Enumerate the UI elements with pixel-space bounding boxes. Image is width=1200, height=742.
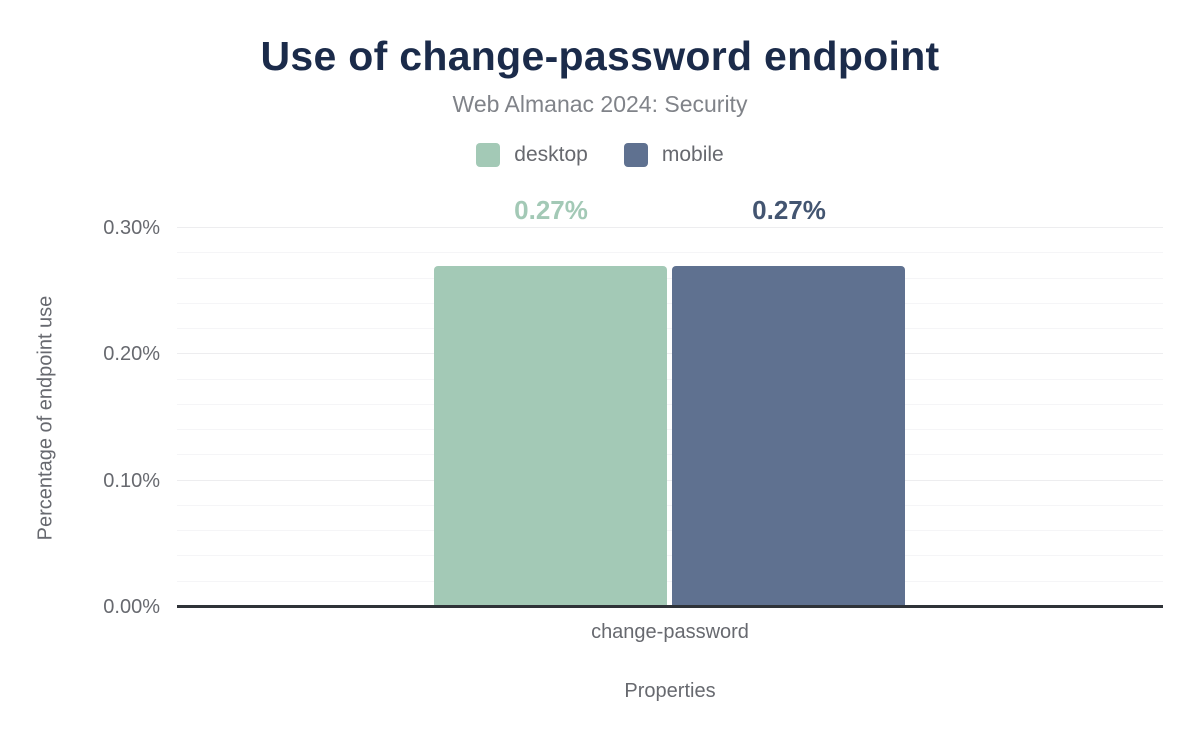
gridline <box>177 580 1163 582</box>
gridline <box>177 277 1163 279</box>
bar-desktop[interactable] <box>434 265 667 607</box>
desktop-value-label: 0.27% <box>514 195 588 225</box>
gridline <box>177 403 1163 405</box>
desktop-legend-label: desktop <box>514 143 588 166</box>
gridline <box>177 227 1163 228</box>
bar-mobile[interactable] <box>672 265 905 607</box>
gridline <box>177 479 1163 481</box>
gridline <box>177 378 1163 380</box>
x-axis-title: Properties <box>624 680 716 702</box>
plot-area <box>177 227 1163 608</box>
y-axis-tick-label: 0.30% <box>103 217 160 239</box>
y-axis-ticks: 0.00% 0.10% 0.20% 0.30% <box>0 218 160 617</box>
mobile-value-label: 0.27% <box>752 195 826 225</box>
x-axis-tick-label: change-password <box>591 621 749 643</box>
y-axis-tick-label: 0.10% <box>103 469 160 492</box>
legend: desktop mobile <box>0 143 1200 167</box>
gridline <box>177 302 1163 304</box>
gridline <box>177 429 1163 431</box>
y-axis-title: Percentage of endpoint use <box>34 295 57 541</box>
y-axis-tick-label: 0.20% <box>103 343 160 366</box>
gridline <box>177 252 1163 254</box>
gridline <box>177 530 1163 532</box>
chart-title: Use of change-password endpoint <box>260 33 940 79</box>
gridline <box>177 504 1163 506</box>
desktop-legend-swatch <box>476 143 501 167</box>
gridline <box>177 454 1163 456</box>
legend-item-desktop[interactable]: desktop <box>476 143 588 167</box>
gridline <box>177 328 1163 330</box>
gridline <box>177 353 1163 355</box>
gridline <box>177 555 1163 557</box>
chart-subtitle: Web Almanac 2024: Security <box>452 91 748 117</box>
legend-item-mobile[interactable]: mobile <box>623 143 724 167</box>
x-axis-line <box>177 605 1163 608</box>
mobile-legend-label: mobile <box>661 143 724 166</box>
y-axis-tick-label: 0.00% <box>103 596 160 618</box>
mobile-legend-swatch <box>623 143 648 167</box>
